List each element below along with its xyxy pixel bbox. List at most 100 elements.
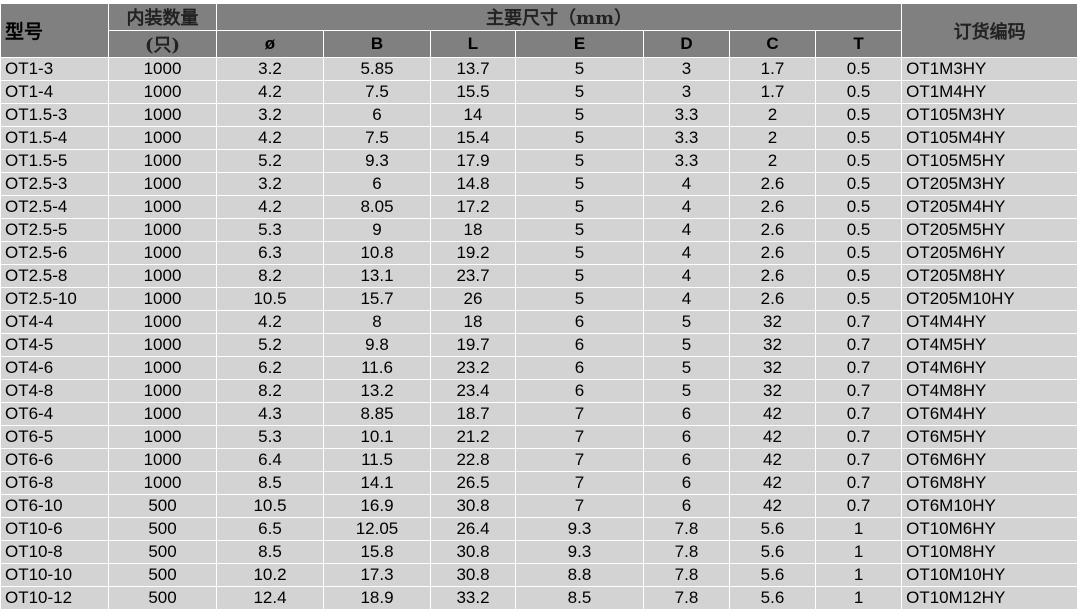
cell-value: 2.6 — [730, 219, 816, 242]
cell-model: OT1-4 — [1, 81, 109, 104]
cell-value: 4.2 — [217, 311, 324, 334]
cell-value: 1000 — [109, 426, 217, 449]
cell-order-code: OT205M10HY — [902, 288, 1077, 311]
header-dim-col: L — [431, 31, 516, 58]
cell-value: 19.7 — [431, 334, 516, 357]
cell-order-code: OT10M12HY — [902, 587, 1077, 610]
cell-value: 1000 — [109, 127, 217, 150]
cell-value: 3 — [644, 58, 730, 81]
cell-value: 5 — [516, 265, 644, 288]
cell-order-code: OT6M8HY — [902, 472, 1077, 495]
cell-value: 33.2 — [431, 587, 516, 610]
cell-value: 1000 — [109, 472, 217, 495]
cell-value: 0.7 — [816, 334, 902, 357]
cell-value: 10.2 — [217, 564, 324, 587]
header-dim-col: B — [324, 31, 431, 58]
cell-value: 2.6 — [730, 196, 816, 219]
cell-value: 1000 — [109, 242, 217, 265]
header-row-1: 型号 内装数量 主要尺寸（mm） 订货编码 — [1, 4, 1077, 31]
cell-value: 0.7 — [816, 357, 902, 380]
cell-value: 32 — [730, 311, 816, 334]
cell-value: 5.6 — [730, 541, 816, 564]
cell-value: 0.5 — [816, 81, 902, 104]
cell-value: 4.2 — [217, 81, 324, 104]
cell-value: 42 — [730, 426, 816, 449]
cell-value: 8.5 — [217, 472, 324, 495]
cell-value: 7.8 — [644, 541, 730, 564]
cell-model: OT4-6 — [1, 357, 109, 380]
cell-value: 18 — [431, 311, 516, 334]
cell-value: 10.1 — [324, 426, 431, 449]
cell-value: 7 — [516, 495, 644, 518]
cell-value: 6.5 — [217, 518, 324, 541]
cell-value: 3.2 — [217, 104, 324, 127]
cell-order-code: OT105M3HY — [902, 104, 1077, 127]
cell-value: 9.3 — [324, 150, 431, 173]
cell-order-code: OT1M4HY — [902, 81, 1077, 104]
header-qty-unit: (只) — [109, 31, 217, 58]
cell-value: 9 — [324, 219, 431, 242]
cell-value: 6 — [324, 173, 431, 196]
cell-value: 0.7 — [816, 495, 902, 518]
cell-value: 17.2 — [431, 196, 516, 219]
cell-value: 42 — [730, 472, 816, 495]
cell-value: 23.4 — [431, 380, 516, 403]
cell-order-code: OT4M6HY — [902, 357, 1077, 380]
cell-value: 0.5 — [816, 127, 902, 150]
cell-value: 4 — [644, 242, 730, 265]
cell-value: 1 — [816, 587, 902, 610]
cell-value: 26 — [431, 288, 516, 311]
cell-model: OT2.5-4 — [1, 196, 109, 219]
cell-order-code: OT4M4HY — [902, 311, 1077, 334]
cell-value: 3 — [644, 81, 730, 104]
cell-value: 0.5 — [816, 58, 902, 81]
cell-value: 14.8 — [431, 173, 516, 196]
cell-value: 5 — [516, 288, 644, 311]
cell-value: 22.8 — [431, 449, 516, 472]
cell-value: 0.7 — [816, 311, 902, 334]
cell-value: 7 — [516, 426, 644, 449]
cell-model: OT6-4 — [1, 403, 109, 426]
cell-value: 1000 — [109, 403, 217, 426]
cell-model: OT4-5 — [1, 334, 109, 357]
cell-value: 9.3 — [516, 541, 644, 564]
cell-order-code: OT6M10HY — [902, 495, 1077, 518]
cell-value: 42 — [730, 449, 816, 472]
cell-value: 500 — [109, 587, 217, 610]
cell-value: 7 — [516, 472, 644, 495]
cell-value: 5 — [516, 219, 644, 242]
cell-value: 21.2 — [431, 426, 516, 449]
cell-value: 5 — [516, 127, 644, 150]
cell-value: 1 — [816, 518, 902, 541]
cell-value: 1000 — [109, 311, 217, 334]
cell-value: 6 — [516, 357, 644, 380]
cell-value: 8.05 — [324, 196, 431, 219]
cell-model: OT2.5-10 — [1, 288, 109, 311]
cell-order-code: OT205M4HY — [902, 196, 1077, 219]
cell-value: 2 — [730, 127, 816, 150]
cell-value: 8.2 — [217, 265, 324, 288]
cell-value: 0.5 — [816, 288, 902, 311]
header-dim-col: T — [816, 31, 902, 58]
cell-value: 18 — [431, 219, 516, 242]
cell-order-code: OT1M3HY — [902, 58, 1077, 81]
cell-value: 1000 — [109, 58, 217, 81]
cell-value: 17.3 — [324, 564, 431, 587]
cell-model: OT10-6 — [1, 518, 109, 541]
cell-model: OT10-8 — [1, 541, 109, 564]
header-dim-col: E — [516, 31, 644, 58]
cell-order-code: OT6M6HY — [902, 449, 1077, 472]
cell-value: 8.85 — [324, 403, 431, 426]
cell-value: 8.2 — [217, 380, 324, 403]
cell-value: 6 — [644, 403, 730, 426]
cell-value: 5 — [516, 58, 644, 81]
cell-value: 1000 — [109, 219, 217, 242]
